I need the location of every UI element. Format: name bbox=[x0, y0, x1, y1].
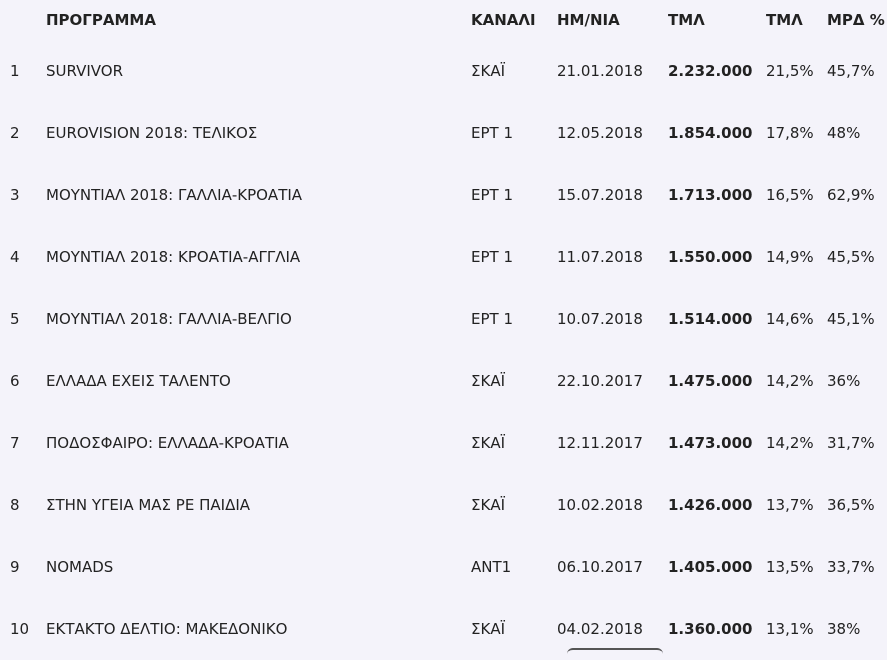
cell-viewers: 1.475.000 bbox=[668, 372, 753, 390]
cell-channel: ΣΚΑΪ bbox=[471, 620, 505, 638]
cell-share: 13,5% bbox=[766, 558, 814, 576]
cell-date: 06.10.2017 bbox=[557, 558, 643, 576]
cell-program: EUROVISION 2018: ΤΕΛΙΚΟΣ bbox=[46, 124, 258, 142]
table-row: 10 ΕΚΤΑΚΤΟ ΔΕΛΤΙΟ: ΜΑΚΕΔΟΝΙΚΟ ΣΚΑΪ 04.02… bbox=[10, 598, 887, 660]
cell-mrd: 45,1% bbox=[827, 310, 875, 328]
header-channel: ΚΑΝΑΛΙ bbox=[471, 11, 536, 29]
cell-rank: 4 bbox=[10, 248, 20, 266]
cell-viewers: 2.232.000 bbox=[668, 62, 753, 80]
cell-channel: ΑΝΤ1 bbox=[471, 558, 512, 576]
cell-program: ΣΤΗΝ ΥΓΕΙΑ ΜΑΣ ΡΕ ΠΑΙΔΙΑ bbox=[46, 496, 251, 514]
cell-rank: 3 bbox=[10, 186, 20, 204]
cell-channel: ΕΡΤ 1 bbox=[471, 186, 513, 204]
cell-share: 14,2% bbox=[766, 434, 814, 452]
cell-program: SURVIVOR bbox=[46, 62, 124, 80]
table-row: 7 ΠΟΔΟΣΦΑΙΡΟ: ΕΛΛΑΔΑ-ΚΡΟΑΤΙΑ ΣΚΑΪ 12.11.… bbox=[10, 412, 887, 474]
table-row: 6 ΕΛΛΑΔΑ ΕΧΕΙΣ ΤΑΛΕΝΤΟ ΣΚΑΪ 22.10.2017 1… bbox=[10, 350, 887, 412]
cell-date: 12.05.2018 bbox=[557, 124, 643, 142]
cell-share: 21,5% bbox=[766, 62, 814, 80]
cell-mrd: 38% bbox=[827, 620, 861, 638]
cell-rank: 1 bbox=[10, 62, 20, 80]
cell-share: 14,6% bbox=[766, 310, 814, 328]
table-row: 2 EUROVISION 2018: ΤΕΛΙΚΟΣ ΕΡΤ 1 12.05.2… bbox=[10, 102, 887, 164]
cell-share: 14,9% bbox=[766, 248, 814, 266]
cell-rank: 8 bbox=[10, 496, 20, 514]
scroll-indicator[interactable] bbox=[567, 648, 663, 654]
header-mrd: ΜΡΔ % bbox=[827, 11, 885, 29]
header-share: ΤΜΛ bbox=[766, 11, 803, 29]
cell-channel: ΣΚΑΪ bbox=[471, 496, 505, 514]
cell-program: ΜΟΥΝΤΙΑΛ 2018: ΚΡΟΑΤΙΑ-ΑΓΓΛΙΑ bbox=[46, 248, 301, 266]
cell-viewers: 1.360.000 bbox=[668, 620, 753, 638]
cell-viewers: 1.473.000 bbox=[668, 434, 753, 452]
cell-mrd: 36,5% bbox=[827, 496, 875, 514]
table-body: 1 SURVIVOR ΣΚΑΪ 21.01.2018 2.232.000 21,… bbox=[10, 40, 887, 660]
cell-rank: 5 bbox=[10, 310, 20, 328]
cell-date: 22.10.2017 bbox=[557, 372, 643, 390]
cell-rank: 9 bbox=[10, 558, 20, 576]
cell-program: NOMADS bbox=[46, 558, 114, 576]
cell-date: 15.07.2018 bbox=[557, 186, 643, 204]
cell-channel: ΣΚΑΪ bbox=[471, 434, 505, 452]
table-header-row: ΠΡΟΓΡΑΜΜΑ ΚΑΝΑΛΙ ΗΜ/ΝΙΑ ΤΜΛ ΤΜΛ ΜΡΔ % bbox=[10, 0, 887, 40]
table-row: 8 ΣΤΗΝ ΥΓΕΙΑ ΜΑΣ ΡΕ ΠΑΙΔΙΑ ΣΚΑΪ 10.02.20… bbox=[10, 474, 887, 536]
ratings-table: ΠΡΟΓΡΑΜΜΑ ΚΑΝΑΛΙ ΗΜ/ΝΙΑ ΤΜΛ ΤΜΛ ΜΡΔ % 1 … bbox=[10, 0, 887, 660]
header-date: ΗΜ/ΝΙΑ bbox=[557, 11, 620, 29]
cell-program: ΕΚΤΑΚΤΟ ΔΕΛΤΙΟ: ΜΑΚΕΔΟΝΙΚΟ bbox=[46, 620, 288, 638]
table-row: 5 ΜΟΥΝΤΙΑΛ 2018: ΓΑΛΛΙΑ-ΒΕΛΓΙΟ ΕΡΤ 1 10.… bbox=[10, 288, 887, 350]
cell-share: 16,5% bbox=[766, 186, 814, 204]
cell-channel: ΕΡΤ 1 bbox=[471, 248, 513, 266]
cell-share: 17,8% bbox=[766, 124, 814, 142]
cell-mrd: 45,7% bbox=[827, 62, 875, 80]
cell-channel: ΣΚΑΪ bbox=[471, 62, 505, 80]
cell-mrd: 33,7% bbox=[827, 558, 875, 576]
cell-viewers: 1.713.000 bbox=[668, 186, 753, 204]
header-program: ΠΡΟΓΡΑΜΜΑ bbox=[46, 11, 156, 29]
cell-program: ΜΟΥΝΤΙΑΛ 2018: ΓΑΛΛΙΑ-ΚΡΟΑΤΙΑ bbox=[46, 186, 303, 204]
table-row: 3 ΜΟΥΝΤΙΑΛ 2018: ΓΑΛΛΙΑ-ΚΡΟΑΤΙΑ ΕΡΤ 1 15… bbox=[10, 164, 887, 226]
cell-mrd: 31,7% bbox=[827, 434, 875, 452]
cell-share: 13,1% bbox=[766, 620, 814, 638]
cell-date: 21.01.2018 bbox=[557, 62, 643, 80]
cell-rank: 10 bbox=[10, 620, 30, 638]
cell-program: ΕΛΛΑΔΑ ΕΧΕΙΣ ΤΑΛΕΝΤΟ bbox=[46, 372, 231, 390]
header-viewers: ΤΜΛ bbox=[668, 11, 705, 29]
cell-rank: 7 bbox=[10, 434, 20, 452]
cell-viewers: 1.514.000 bbox=[668, 310, 753, 328]
table-row: 9 NOMADS ΑΝΤ1 06.10.2017 1.405.000 13,5%… bbox=[10, 536, 887, 598]
cell-date: 04.02.2018 bbox=[557, 620, 643, 638]
cell-share: 14,2% bbox=[766, 372, 814, 390]
cell-viewers: 1.426.000 bbox=[668, 496, 753, 514]
cell-viewers: 1.405.000 bbox=[668, 558, 753, 576]
cell-share: 13,7% bbox=[766, 496, 814, 514]
cell-mrd: 36% bbox=[827, 372, 861, 390]
header-rank bbox=[10, 0, 46, 40]
cell-mrd: 45,5% bbox=[827, 248, 875, 266]
cell-date: 11.07.2018 bbox=[557, 248, 643, 266]
table-row: 4 ΜΟΥΝΤΙΑΛ 2018: ΚΡΟΑΤΙΑ-ΑΓΓΛΙΑ ΕΡΤ 1 11… bbox=[10, 226, 887, 288]
table-row: 1 SURVIVOR ΣΚΑΪ 21.01.2018 2.232.000 21,… bbox=[10, 40, 887, 102]
cell-date: 10.02.2018 bbox=[557, 496, 643, 514]
cell-viewers: 1.854.000 bbox=[668, 124, 753, 142]
cell-viewers: 1.550.000 bbox=[668, 248, 753, 266]
cell-channel: ΕΡΤ 1 bbox=[471, 124, 513, 142]
cell-rank: 6 bbox=[10, 372, 20, 390]
cell-date: 10.07.2018 bbox=[557, 310, 643, 328]
cell-channel: ΣΚΑΪ bbox=[471, 372, 505, 390]
cell-mrd: 48% bbox=[827, 124, 861, 142]
cell-channel: ΕΡΤ 1 bbox=[471, 310, 513, 328]
cell-rank: 2 bbox=[10, 124, 20, 142]
cell-date: 12.11.2017 bbox=[557, 434, 643, 452]
cell-program: ΜΟΥΝΤΙΑΛ 2018: ΓΑΛΛΙΑ-ΒΕΛΓΙΟ bbox=[46, 310, 292, 328]
cell-mrd: 62,9% bbox=[827, 186, 875, 204]
cell-program: ΠΟΔΟΣΦΑΙΡΟ: ΕΛΛΑΔΑ-ΚΡΟΑΤΙΑ bbox=[46, 434, 289, 452]
